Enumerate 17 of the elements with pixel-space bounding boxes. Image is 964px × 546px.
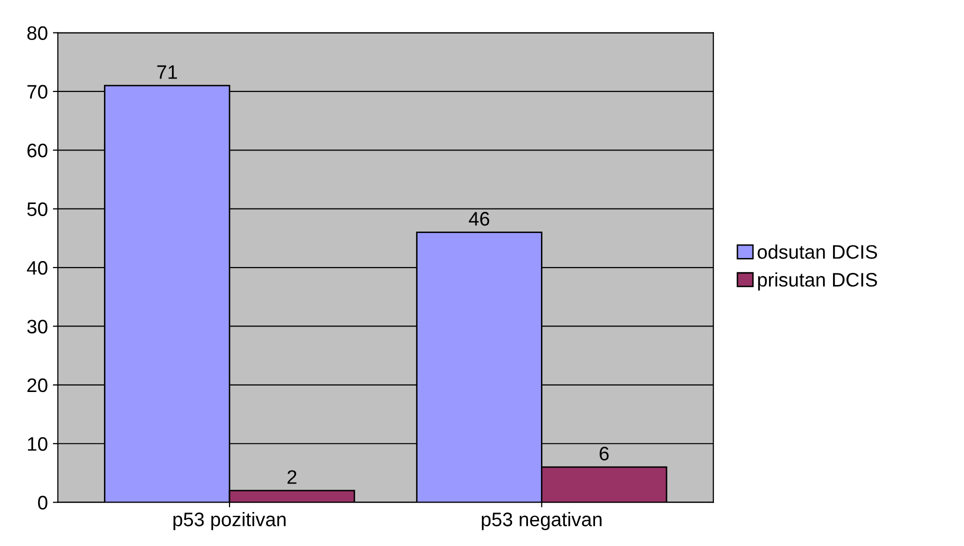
y-tick-label: 10 — [28, 437, 48, 451]
data-label: 6 — [600, 446, 609, 460]
y-tick-label: 0 — [38, 496, 48, 510]
x-tick-label: p53 negativan — [482, 512, 602, 530]
y-tick-label: 20 — [27, 378, 48, 392]
y-tick-label: 50 — [27, 202, 48, 216]
y-tick-label: 40 — [26, 261, 48, 275]
legend-label: odsutan DCIS — [758, 244, 878, 259]
y-tick-label: 60 — [27, 144, 48, 158]
data-label: 71 — [157, 65, 177, 79]
x-tick-label: p53 pozitivan — [173, 512, 286, 530]
y-tick-label: 70 — [27, 84, 48, 99]
data-label: 46 — [468, 212, 490, 226]
legend-label: prisutan DCIS — [758, 272, 877, 291]
data-label: 2 — [288, 470, 296, 484]
y-tick-label: 30 — [27, 320, 48, 334]
y-tick-label: 80 — [27, 26, 48, 40]
